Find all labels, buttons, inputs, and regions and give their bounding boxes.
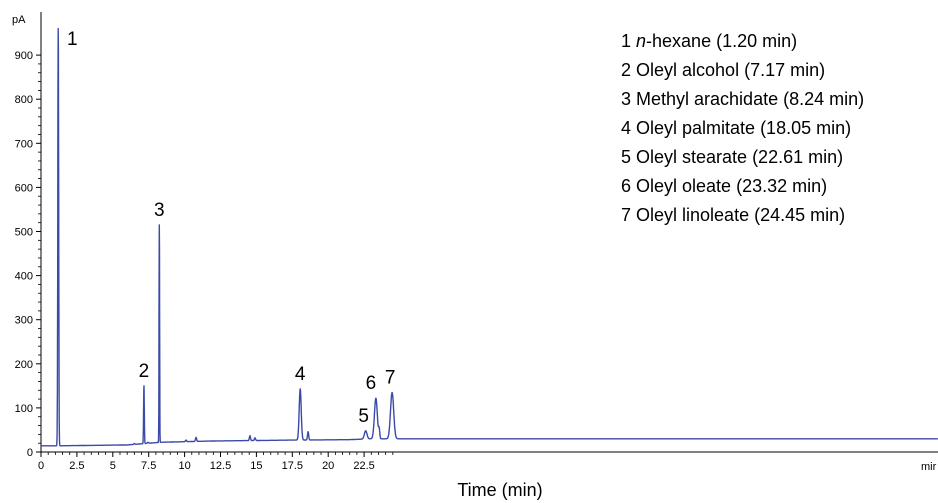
y-tick-label: 300 <box>15 315 33 327</box>
peak-labels: 1 2 3 4 5 6 7 <box>67 29 395 427</box>
peak-label-4: 4 <box>295 364 306 385</box>
y-tick-label: 900 <box>15 50 33 62</box>
peak-label-3: 3 <box>154 200 165 221</box>
x-axis-ticks: 0 2.5 5 7.5 10 12.5 15 17.5 20 22.5 <box>38 452 394 472</box>
x-tick-label: 12.5 <box>210 460 231 472</box>
y-tick-label: 400 <box>15 271 33 283</box>
peak-label-2: 2 <box>139 361 150 382</box>
x-tick-label: 5 <box>110 460 116 472</box>
y-tick-label: 0 <box>27 447 33 459</box>
peak-label-6: 6 <box>366 373 377 394</box>
legend-entry: 1 n-hexane (1.20 min) <box>621 31 797 51</box>
legend-entry: 6 Oleyl oleate (23.32 min) <box>621 176 827 196</box>
x-tick-label: 17.5 <box>282 460 303 472</box>
x-tick-label: 2.5 <box>69 460 84 472</box>
y-tick-label: 700 <box>15 138 33 150</box>
x-tick-label: 0 <box>38 460 44 472</box>
legend-entry: 3 Methyl arachidate (8.24 min) <box>621 89 864 109</box>
y-unit-label: pA <box>12 14 26 26</box>
x-tick-label: 22.5 <box>353 460 374 472</box>
x-axis-title: Time (min) <box>457 480 542 500</box>
y-tick-label: 800 <box>15 94 33 106</box>
x-tick-label: 15 <box>250 460 262 472</box>
x-tick-label: 20 <box>322 460 334 472</box>
y-axis-ticks: 0 100 200 300 400 500 600 700 800 900 <box>15 50 41 459</box>
legend-entry: 7 Oleyl linoleate (24.45 min) <box>621 205 845 225</box>
y-tick-label: 100 <box>15 403 33 415</box>
x-tick-label: 7.5 <box>141 460 156 472</box>
y-tick-label: 200 <box>15 359 33 371</box>
peak-label-5: 5 <box>358 406 369 427</box>
x-unit-label: mir <box>921 461 937 473</box>
y-tick-label: 500 <box>15 227 33 239</box>
chromatogram-trace <box>40 27 938 447</box>
legend: 1 n-hexane (1.20 min) 2 Oleyl alcohol (7.… <box>621 31 864 225</box>
legend-entry: 5 Oleyl stearate (22.61 min) <box>621 147 843 167</box>
peak-label-1: 1 <box>67 29 78 50</box>
legend-entry: 2 Oleyl alcohol (7.17 min) <box>621 60 825 80</box>
x-tick-label: 10 <box>178 460 190 472</box>
legend-entry: 4 Oleyl palmitate (18.05 min) <box>621 118 851 138</box>
peak-label-7: 7 <box>385 367 396 388</box>
y-tick-label: 600 <box>15 182 33 194</box>
